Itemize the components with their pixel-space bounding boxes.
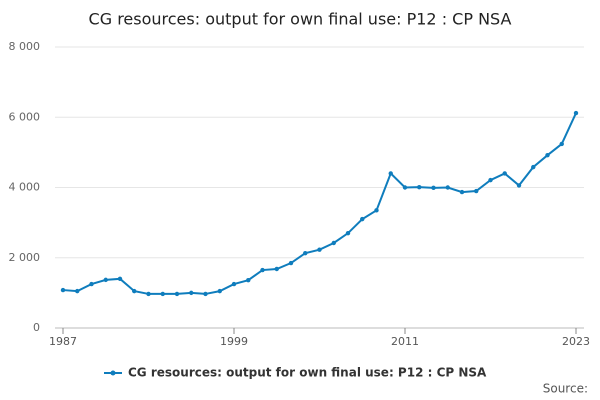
data-point bbox=[75, 288, 80, 294]
data-point bbox=[545, 152, 550, 158]
data-point bbox=[445, 185, 450, 190]
y-tick-label: 4 000 bbox=[9, 181, 41, 194]
data-point bbox=[559, 141, 564, 147]
series-line bbox=[62, 112, 577, 295]
y-tick-label: 0 bbox=[33, 321, 40, 334]
data-point bbox=[203, 291, 208, 297]
y-tick-label: 8 000 bbox=[9, 40, 41, 53]
data-point bbox=[388, 171, 393, 176]
data-point bbox=[103, 277, 108, 283]
data-point bbox=[231, 281, 237, 287]
data-point bbox=[274, 266, 279, 272]
data-point bbox=[260, 267, 265, 273]
data-point bbox=[217, 288, 222, 294]
data-point bbox=[374, 208, 379, 213]
data-point bbox=[331, 240, 336, 246]
data-point bbox=[89, 281, 94, 287]
data-point bbox=[246, 278, 251, 283]
data-point bbox=[117, 276, 123, 282]
data-point bbox=[146, 291, 151, 297]
y-tick-label: 2 000 bbox=[9, 251, 41, 264]
data-point bbox=[303, 250, 308, 256]
data-point bbox=[60, 287, 66, 293]
x-tick-label: 2023 bbox=[562, 335, 590, 348]
data-point bbox=[189, 290, 194, 296]
x-tick-label: 1987 bbox=[49, 335, 77, 348]
data-point bbox=[459, 189, 465, 195]
y-tick-label: 6 000 bbox=[9, 110, 41, 123]
data-point bbox=[288, 260, 294, 266]
data-point bbox=[360, 216, 365, 222]
data-point bbox=[502, 171, 507, 176]
x-tick-label: 1999 bbox=[220, 335, 248, 348]
x-tick-label: 2011 bbox=[391, 335, 419, 348]
data-point bbox=[174, 291, 180, 297]
data-point bbox=[431, 185, 436, 191]
data-point bbox=[516, 183, 522, 188]
data-point bbox=[573, 110, 579, 116]
data-point bbox=[317, 247, 322, 252]
data-point bbox=[132, 288, 137, 294]
data-point bbox=[474, 188, 479, 194]
data-point bbox=[345, 230, 351, 236]
data-point bbox=[402, 185, 408, 190]
data-point bbox=[160, 291, 165, 297]
data-point bbox=[417, 184, 422, 190]
data-point bbox=[488, 177, 493, 183]
source: Source: bbox=[543, 382, 588, 396]
data-point bbox=[531, 164, 536, 170]
chart-title: CG resources: output for own final use: … bbox=[89, 10, 512, 29]
legend-label: CG resources: output for own final use: … bbox=[128, 366, 487, 380]
legend-marker bbox=[110, 370, 116, 376]
